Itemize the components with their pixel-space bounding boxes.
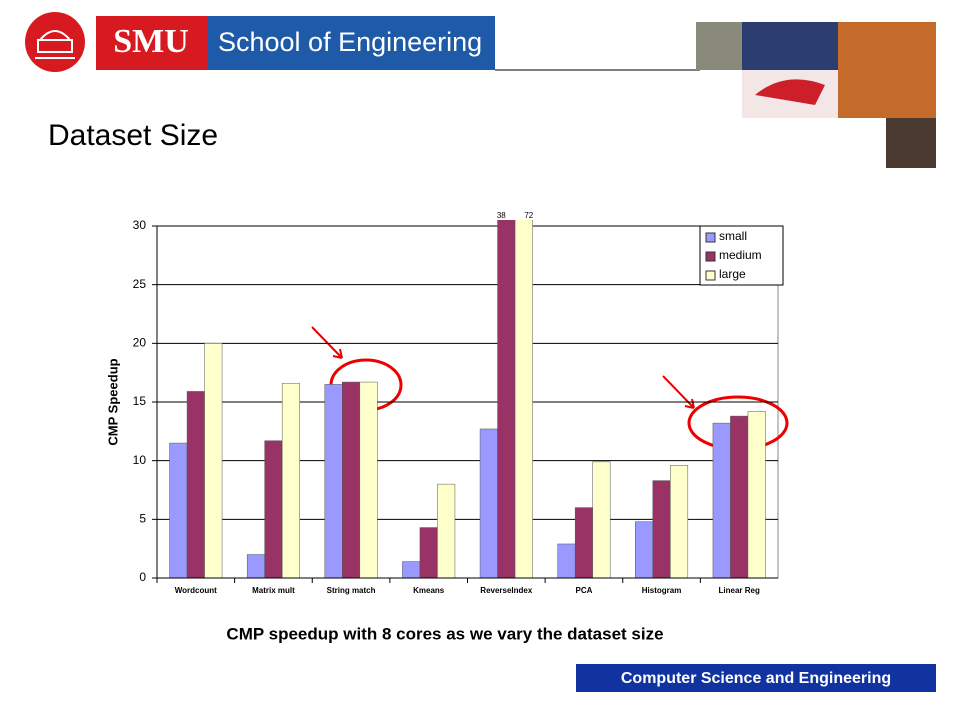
seal [25,12,85,72]
bar [437,483,456,578]
bar [670,465,689,578]
bars [169,220,766,578]
bar [169,442,188,578]
legend-swatch [705,270,716,281]
bar [402,561,421,578]
bar [574,507,593,578]
x-tick-label: Wordcount [175,586,217,595]
legend-swatch [705,232,716,243]
bar [479,428,498,578]
bar [635,521,654,578]
photo [696,22,742,70]
x-tick-label: Kmeans [413,586,445,595]
photo [886,118,936,168]
bar [557,543,576,578]
bar [514,220,533,578]
y-tick-label: 15 [133,394,147,408]
bar [342,381,361,578]
x-tick-label: Histogram [642,586,682,595]
bar [264,440,283,578]
footer-box [576,664,936,692]
bar [652,480,671,578]
y-axis-label: CMP Speedup [105,358,120,445]
x-tick-label: PCA [575,586,592,595]
school-box [207,16,495,70]
legend-label: small [719,229,747,243]
arrow [662,375,695,409]
value-label: 72 [524,211,533,220]
legend-label: medium [719,248,762,262]
school-name: School of Engineering [218,27,482,57]
x-tick-label: Matrix mult [252,586,295,595]
bar [730,415,749,578]
photo [742,22,838,70]
y-tick-label: 0 [139,570,146,584]
y-tick-label: 5 [139,512,146,526]
bar [204,343,223,578]
x-tick-label: Linear Reg [719,586,760,595]
bar [359,381,378,578]
bar [497,220,516,578]
bar [592,461,611,578]
bar [281,382,300,578]
logo-box [96,16,207,70]
x-tick-label: String match [327,586,376,595]
bar [246,554,265,578]
logo-text: SMU [113,23,189,60]
slide-title: Dataset Size [48,119,218,152]
footer-text: Computer Science and Engineering [621,670,891,687]
seal-icon [35,30,75,59]
arrow [311,326,343,359]
legend-swatch [705,251,716,262]
chart-caption: CMP speedup with 8 cores as we vary the … [226,624,663,643]
value-label: 38 [497,211,506,220]
bar [419,527,438,578]
y-tick-label: 30 [133,218,147,232]
y-tick-label: 10 [133,453,147,467]
mustang [755,79,825,105]
bar [324,384,343,578]
photo [838,22,936,118]
y-tick-label: 25 [133,277,147,291]
legend-label: large [719,267,746,281]
bar [712,422,731,578]
x-tick-label: ReverseIndex [480,586,533,595]
bar [747,411,766,578]
bar [186,391,205,578]
y-tick-label: 20 [133,336,147,350]
